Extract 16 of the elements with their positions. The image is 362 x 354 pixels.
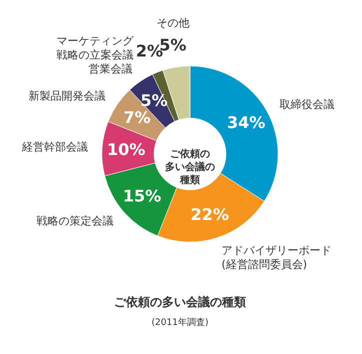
text: (2011年調査) <box>152 317 208 328</box>
data-label: 7% <box>123 108 151 128</box>
data-label: 34% <box>226 113 266 132</box>
slice-label: マーケティング戦略の立案会議 <box>56 34 135 62</box>
data-label: 10% <box>106 140 146 159</box>
text: ご依頼の多い会議の種類 <box>114 295 246 309</box>
slice-label: 戦略の策定会議 <box>36 214 114 228</box>
text: ご依頼の多い会議の種類 <box>165 148 215 186</box>
slice-label: 新製品開発会議 <box>28 90 106 103</box>
slice-label: 取締役会議 <box>279 98 334 111</box>
slice-label: アドバイザリーボード(経営諮問委員会) <box>222 244 332 272</box>
data-label: 15% <box>122 186 162 206</box>
slice-label: その他 <box>156 16 190 30</box>
slice-label: 営業会議 <box>88 62 133 76</box>
slice-label: 経営幹部会議 <box>21 140 88 154</box>
data-label: 22% <box>190 204 229 224</box>
